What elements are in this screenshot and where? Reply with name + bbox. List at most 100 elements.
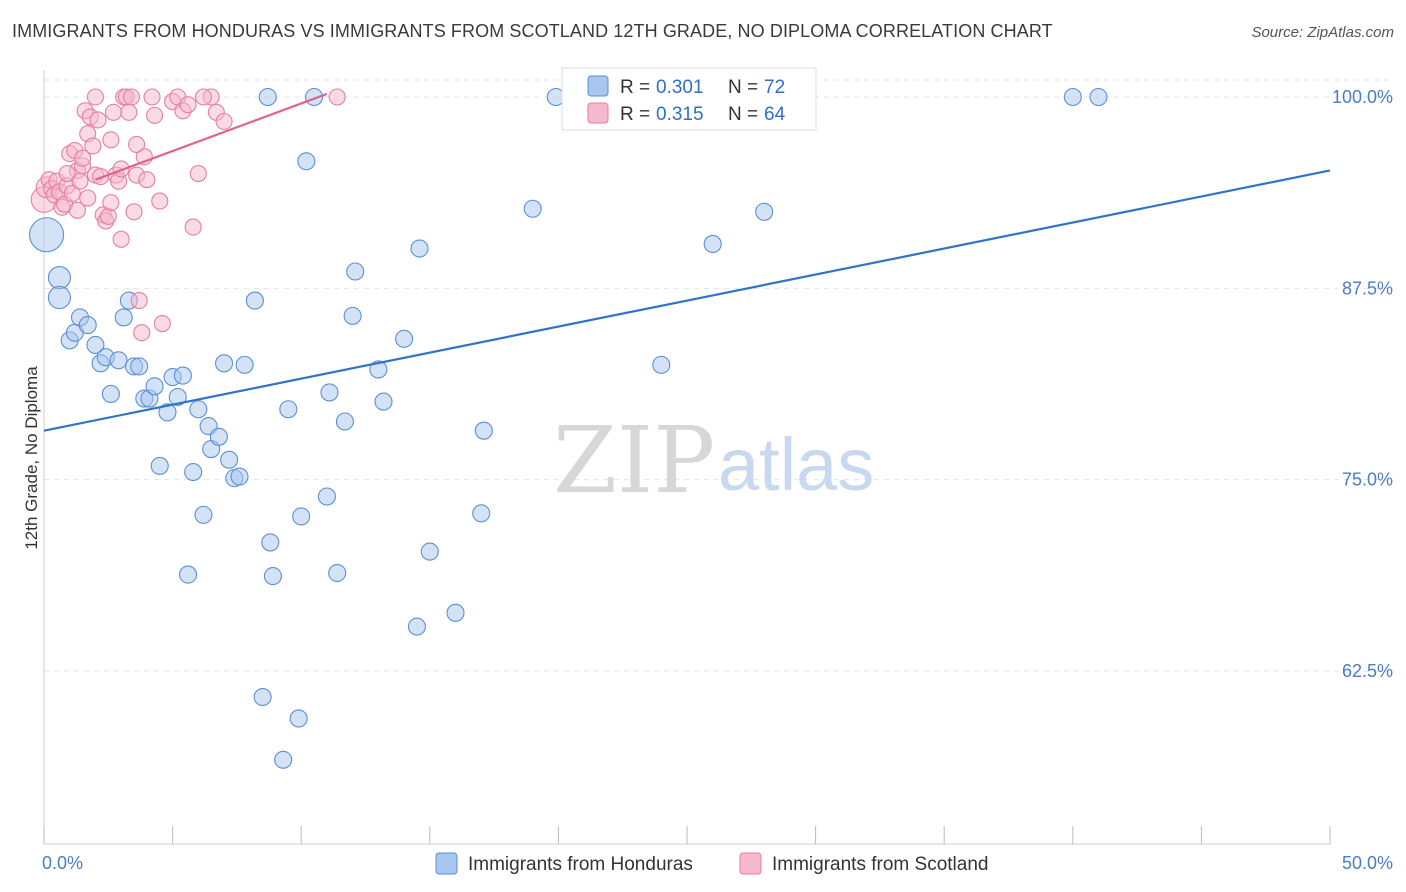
- scotland-trendline: [95, 92, 328, 181]
- scotland-point: [133, 324, 151, 342]
- scotland-point: [102, 131, 120, 149]
- scotland-point: [112, 160, 130, 178]
- honduras-point: [230, 467, 249, 486]
- scotland-point: [189, 164, 207, 183]
- scotland-point: [194, 88, 213, 106]
- points-layer: [29, 87, 1108, 769]
- scotland-point: [86, 88, 104, 106]
- scotland-point: [63, 184, 81, 202]
- chart-source: Source: ZipAtlas.com: [1251, 24, 1394, 41]
- trend-layer: [43, 92, 1331, 432]
- honduras-point: [220, 450, 239, 469]
- honduras-point: [158, 403, 177, 422]
- legend-bottom: Immigrants from Honduras Immigrants from…: [435, 852, 988, 875]
- axis-layer: 62.5% 75.0% 87.5% 100.0% 0.0% 50.0%: [42, 70, 1393, 873]
- honduras-point: [258, 87, 277, 107]
- honduras-point: [410, 239, 429, 258]
- grid-layer: [44, 79, 1394, 672]
- scotland-point: [130, 292, 148, 310]
- legend-n-value-scotland: 64: [764, 104, 786, 125]
- scotland-point: [138, 171, 156, 189]
- legend-r-label-honduras: R =: [620, 77, 650, 98]
- honduras-point: [407, 617, 426, 636]
- honduras-point: [395, 329, 414, 348]
- y-tick-label: 62.5%: [1342, 661, 1393, 681]
- scotland-point: [99, 207, 117, 225]
- scotland-point: [84, 137, 102, 155]
- honduras-point: [194, 505, 213, 524]
- legend-swatch-scotland: [587, 102, 609, 124]
- bottom-legend-label-honduras: Immigrants from Honduras: [468, 854, 693, 875]
- watermark-zip: ZIP: [553, 407, 715, 514]
- honduras-trendline: [43, 169, 1331, 432]
- watermark-atlas: atlas: [718, 423, 874, 506]
- honduras-point: [446, 603, 465, 622]
- legend-top: R = 0.301 N = 72 R = 0.315 N = 64: [561, 67, 817, 131]
- honduras-point: [652, 355, 671, 374]
- honduras-point: [263, 567, 282, 586]
- watermark: ZIP atlas: [553, 407, 874, 514]
- legend-swatch-honduras: [587, 75, 609, 97]
- honduras-point: [261, 533, 280, 552]
- honduras-point: [114, 308, 133, 327]
- scotland-point: [104, 103, 122, 121]
- scotland-point: [120, 103, 138, 121]
- honduras-point: [374, 392, 393, 411]
- scotland-point: [58, 164, 76, 183]
- honduras-point: [184, 462, 203, 482]
- scotland-point: [146, 106, 164, 124]
- chart-title: IMMIGRANTS FROM HONDURAS VS IMMIGRANTS F…: [12, 21, 1053, 41]
- legend-n-label-scotland: N =: [728, 104, 758, 125]
- honduras-point: [101, 384, 120, 403]
- honduras-point: [279, 400, 298, 419]
- honduras-point: [253, 687, 272, 707]
- honduras-point: [703, 234, 722, 253]
- honduras-point: [209, 427, 228, 446]
- honduras-point: [297, 152, 316, 171]
- honduras-point: [369, 360, 388, 379]
- y-tick-label: 100.0%: [1332, 87, 1393, 107]
- scotland-point: [184, 218, 202, 236]
- scotland-point: [122, 88, 140, 106]
- scotland-point: [102, 194, 120, 212]
- honduras-point: [755, 202, 774, 221]
- scotland-point: [128, 135, 146, 154]
- honduras-point: [189, 400, 208, 419]
- honduras-point: [47, 285, 72, 310]
- scotland-point: [179, 96, 197, 114]
- honduras-point: [289, 709, 308, 728]
- honduras-point: [274, 750, 293, 769]
- honduras-point: [214, 354, 234, 373]
- honduras-point: [168, 387, 187, 407]
- scotland-point: [143, 88, 161, 106]
- x-tick-label-max: 50.0%: [1342, 853, 1393, 873]
- honduras-point: [320, 383, 339, 402]
- bottom-legend-swatch-honduras: [435, 852, 458, 875]
- scotland-point: [215, 112, 233, 131]
- honduras-point: [346, 262, 365, 281]
- honduras-point: [335, 412, 354, 431]
- legend-r-value-scotland: 0.315: [656, 104, 704, 125]
- honduras-point: [317, 487, 336, 506]
- scotland-point: [68, 201, 86, 219]
- honduras-point: [420, 542, 439, 561]
- honduras-point: [523, 199, 542, 218]
- honduras-point: [150, 456, 169, 475]
- scotland-point: [153, 314, 171, 333]
- honduras-point: [1089, 87, 1108, 107]
- honduras-point: [86, 335, 105, 355]
- honduras-point: [130, 357, 149, 376]
- honduras-point: [109, 351, 128, 370]
- honduras-point: [235, 355, 254, 374]
- honduras-point: [29, 217, 65, 253]
- x-tick-label-min: 0.0%: [42, 853, 83, 873]
- y-axis-label: 12th Grade, No Diploma: [22, 366, 41, 550]
- honduras-point: [173, 366, 192, 385]
- honduras-point: [292, 507, 311, 526]
- honduras-point: [78, 316, 97, 335]
- scotland-point: [112, 230, 130, 248]
- y-tick-label: 75.0%: [1342, 470, 1393, 490]
- honduras-point: [328, 563, 347, 583]
- scotland-point: [89, 111, 107, 129]
